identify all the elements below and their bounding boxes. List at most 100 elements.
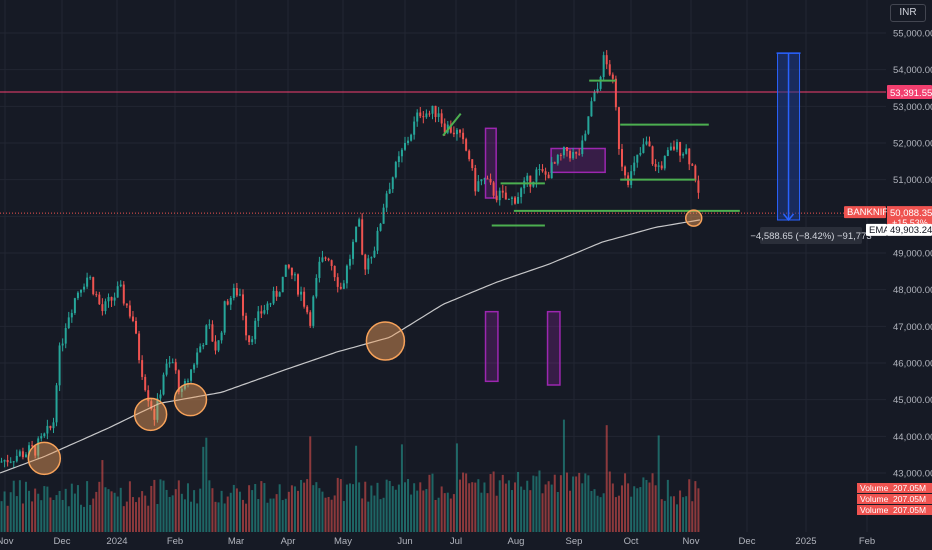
- candle-bear: [660, 165, 663, 169]
- x-tick-label: Sep: [566, 536, 583, 547]
- symbol-tag-bg: [844, 206, 886, 219]
- candle-bear: [260, 311, 263, 314]
- volume-bar: [462, 472, 465, 532]
- volume-bar: [214, 501, 217, 532]
- volume-bar: [688, 479, 691, 532]
- volume-legend-label: Volume: [860, 505, 889, 515]
- candle-bull: [272, 290, 275, 304]
- highlight-circle: [27, 441, 62, 476]
- volume-bar: [345, 484, 348, 532]
- candle-bear: [21, 451, 24, 458]
- candle-bear: [135, 320, 138, 334]
- y-tick-label: 44,000.00: [893, 432, 932, 443]
- candle-bull: [162, 374, 165, 395]
- candle-bull: [315, 277, 318, 297]
- candle-bull: [590, 101, 593, 117]
- candle-bear: [141, 360, 144, 377]
- volume-bar: [70, 483, 73, 532]
- candle-bear: [492, 182, 495, 196]
- volume-bar: [520, 486, 523, 532]
- candle-bear: [333, 265, 336, 278]
- candle-bear: [327, 258, 330, 261]
- y-tick-label: 51,000.00: [893, 175, 932, 186]
- candle-bear: [514, 197, 517, 204]
- candle-bear: [620, 149, 623, 167]
- volume-bar: [480, 492, 483, 532]
- volume-bar: [617, 495, 620, 532]
- volume-bar: [529, 490, 532, 532]
- candle-bull: [520, 188, 523, 197]
- candle-bull: [24, 454, 27, 458]
- volume-bar: [0, 501, 3, 532]
- y-tick-label: 48,000.00: [893, 285, 932, 296]
- candle-bull: [116, 286, 119, 298]
- candle-bull: [171, 362, 174, 364]
- candle-bear: [125, 303, 128, 306]
- candle-bull: [345, 265, 348, 284]
- support-trend-line: [442, 113, 462, 137]
- volume-bar: [125, 501, 128, 532]
- y-tick-label: 53,000.00: [893, 102, 932, 113]
- candle-bull: [220, 332, 223, 341]
- candle-bull: [416, 112, 419, 122]
- volume-bar: [300, 479, 303, 532]
- candle-bear: [452, 132, 455, 135]
- candle-bull: [205, 325, 208, 345]
- volume-bar: [284, 498, 287, 532]
- volume-bar: [553, 474, 556, 532]
- change-percent-label: +15.53%: [892, 218, 928, 228]
- volume-bar: [67, 506, 70, 532]
- volume-bar: [651, 473, 654, 532]
- candle-bull: [217, 340, 220, 351]
- volume-bar: [9, 492, 12, 532]
- volume-bar: [596, 495, 599, 532]
- volume-bar: [86, 481, 89, 532]
- volume-bar: [113, 492, 116, 532]
- candle-bear: [339, 286, 342, 289]
- volume-bar: [593, 489, 596, 532]
- volume-bar: [501, 474, 504, 532]
- volume-bar: [144, 495, 147, 532]
- candle-bull: [83, 286, 86, 290]
- candle-bull: [28, 445, 31, 455]
- volume-bar: [400, 444, 403, 532]
- volume-bar: [287, 491, 290, 532]
- x-tick-label: Aug: [508, 536, 525, 547]
- candle-bear: [330, 260, 333, 266]
- volume-bar: [468, 483, 471, 532]
- volume-bars: [0, 419, 700, 532]
- candle-bull: [284, 264, 287, 277]
- candle-bull: [318, 261, 321, 278]
- candle-bull: [193, 364, 196, 370]
- candle-bull: [70, 313, 73, 318]
- candle-bull: [526, 175, 529, 181]
- candle-bull: [293, 274, 296, 276]
- volume-bar: [46, 486, 49, 532]
- candle-bear: [608, 64, 611, 75]
- volume-bar: [61, 499, 64, 532]
- x-tick-label: Jun: [397, 536, 412, 547]
- volume-bar: [697, 488, 700, 532]
- volume-bar: [128, 481, 131, 532]
- volume-bar: [263, 483, 266, 532]
- candle-bull: [535, 169, 538, 182]
- measure-tool[interactable]: −4,588.65 (−8.42%) −91,773: [750, 52, 872, 244]
- candle-bull: [599, 76, 602, 89]
- volume-bar: [379, 499, 382, 532]
- candle-bull: [593, 91, 596, 102]
- highlight-circle: [365, 321, 406, 361]
- volume-bar: [489, 474, 492, 532]
- candle-bull: [431, 105, 434, 114]
- volume-bar: [58, 490, 61, 532]
- volume-legend-value: 207.05M: [893, 494, 926, 504]
- candle-bull: [510, 197, 513, 199]
- volume-bar: [147, 505, 150, 532]
- candle-bear: [486, 178, 489, 180]
- candle-bull: [685, 148, 688, 154]
- currency-button[interactable]: INR: [890, 4, 926, 22]
- volume-bar: [514, 482, 517, 532]
- candle-bear: [174, 362, 177, 371]
- candle-bear: [468, 150, 471, 160]
- candle-bull: [581, 140, 584, 154]
